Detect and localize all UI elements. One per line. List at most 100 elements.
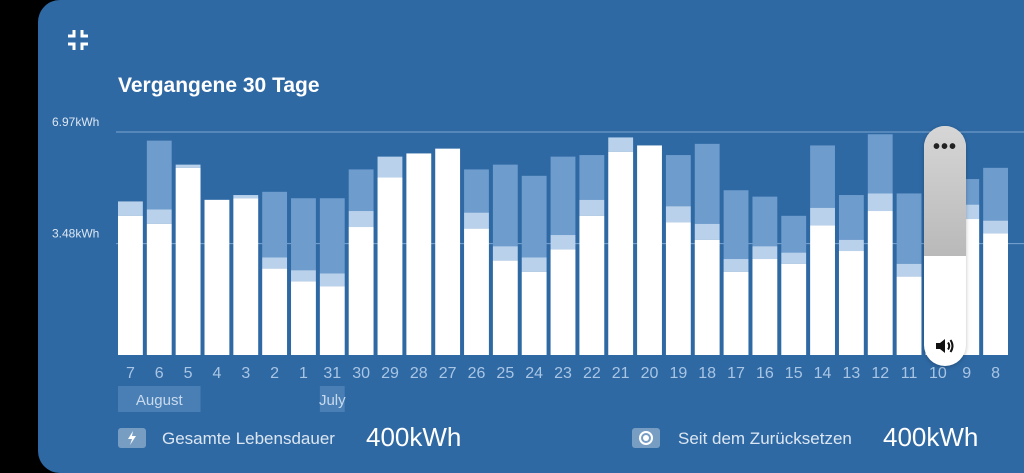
month-label-box — [118, 386, 201, 412]
more-icon[interactable]: ••• — [932, 136, 957, 158]
bar-segment-main — [752, 259, 778, 355]
bar-segment-main — [204, 199, 230, 355]
bolt-icon — [118, 428, 146, 448]
target-icon — [632, 428, 660, 448]
bar-segment-main — [723, 271, 749, 355]
collapse-icon[interactable] — [66, 28, 90, 52]
bar-segment-main — [983, 233, 1008, 355]
x-tick-label: 5 — [184, 365, 193, 382]
bar-segment-main — [637, 145, 662, 355]
bar-segment-light — [146, 209, 172, 224]
bar-segment-light — [348, 211, 374, 228]
bar-segment-back — [896, 193, 922, 264]
bar-segment-back — [781, 215, 807, 253]
bar-segment-back — [723, 190, 749, 260]
volume-overlay[interactable]: ••• — [924, 126, 966, 366]
bar-segment-back — [867, 134, 893, 194]
bar-segment-light — [694, 223, 720, 240]
lifetime-value: 400kWh — [366, 422, 462, 452]
bar-segment-light — [665, 206, 691, 223]
bar-segment-back — [348, 169, 374, 212]
bar-segment-main — [492, 260, 518, 355]
bar-segment-light — [579, 199, 605, 216]
bar-segment-main — [291, 281, 316, 355]
bar-segment-main — [146, 223, 172, 355]
bar-segment-light — [550, 235, 576, 250]
bar-segment-light — [608, 137, 634, 152]
bar-segment-back — [319, 198, 345, 274]
bar-segment-light — [983, 220, 1008, 234]
bar-segment-main — [319, 286, 345, 355]
lifetime-label: Gesamte Lebensdauer — [162, 429, 335, 448]
bar-segment-main — [118, 215, 143, 355]
bar-segment-light — [233, 195, 259, 199]
y-tick-label: 6.97kWh — [52, 115, 99, 129]
bar-segment-main — [781, 263, 807, 355]
x-tick-label: 14 — [814, 365, 832, 382]
x-tick-label: 12 — [871, 365, 889, 382]
bar-segment-main — [377, 177, 403, 355]
x-tick-label: 9 — [962, 365, 971, 382]
x-tick-label: 21 — [612, 365, 630, 382]
bar-segment-back — [550, 156, 576, 236]
x-tick-label: 15 — [785, 365, 803, 382]
x-tick-label: 26 — [468, 365, 486, 382]
x-tick-label: 19 — [669, 365, 687, 382]
bar-segment-main — [348, 227, 374, 355]
bar-segment-back — [752, 196, 778, 247]
bar-segment-light — [723, 259, 749, 272]
bar-segment-main — [550, 249, 576, 355]
x-tick-label: 10 — [929, 365, 947, 382]
bar-segment-main — [838, 251, 864, 355]
bar-segment-light — [838, 239, 864, 252]
x-tick-label: 30 — [352, 365, 370, 382]
bar-segment-back — [838, 195, 864, 240]
bar-segment-back — [579, 155, 605, 200]
x-tick-label: 20 — [641, 365, 659, 382]
y-tick-label: 3.48kWh — [52, 227, 99, 241]
bar-segment-light — [118, 201, 143, 216]
bar-segment-main — [867, 211, 893, 355]
x-tick-label: 16 — [756, 365, 774, 382]
bar-segment-main — [579, 215, 605, 355]
month-label: July — [319, 392, 346, 409]
bar-segment-back — [521, 175, 547, 258]
bar-segment-light — [752, 246, 778, 260]
bar-segment-back — [983, 167, 1008, 221]
bar-segment-light — [810, 207, 835, 226]
bar-segment-light — [781, 252, 807, 264]
month-label-box — [319, 386, 345, 412]
bar-segment-main — [406, 153, 432, 355]
volume-icon[interactable] — [933, 334, 957, 358]
bar-segment-back — [262, 191, 288, 258]
bar-segment-light — [896, 263, 922, 277]
bar-segment-main — [608, 151, 634, 355]
energy-card: Vergangene 30 Tage 6.97kWh 3.48kWh 7 6 5 4 3 2 1… — [38, 0, 1024, 473]
x-tick-label: 11 — [901, 365, 918, 382]
bar-segment-main — [262, 268, 288, 355]
x-tick-label: 6 — [155, 365, 164, 382]
bar-segment-back — [492, 164, 518, 247]
x-tick-label: 27 — [439, 365, 457, 382]
bar-segment-light — [464, 212, 489, 229]
bar-segment-light — [377, 156, 403, 178]
bar-segment-main — [665, 222, 691, 355]
x-tick-label: 23 — [554, 365, 572, 382]
bar-segment-main — [694, 239, 720, 355]
x-tick-label: 3 — [241, 365, 250, 382]
bar-segment-main — [464, 228, 489, 355]
x-tick-label: 18 — [698, 365, 716, 382]
bar-segment-main — [896, 276, 922, 355]
x-tick-label: 2 — [270, 365, 279, 382]
x-tick-label: 28 — [410, 365, 428, 382]
x-tick-label: 25 — [496, 365, 514, 382]
x-tick-label: 7 — [126, 365, 135, 382]
x-tick-label: 8 — [991, 365, 1000, 382]
bar-segment-light — [175, 164, 201, 168]
bar-segment-light — [291, 270, 316, 282]
x-tick-label: 22 — [583, 365, 601, 382]
bar-segment-main — [435, 148, 461, 355]
volume-slider[interactable] — [924, 126, 966, 256]
bar-segment-light — [492, 246, 518, 261]
